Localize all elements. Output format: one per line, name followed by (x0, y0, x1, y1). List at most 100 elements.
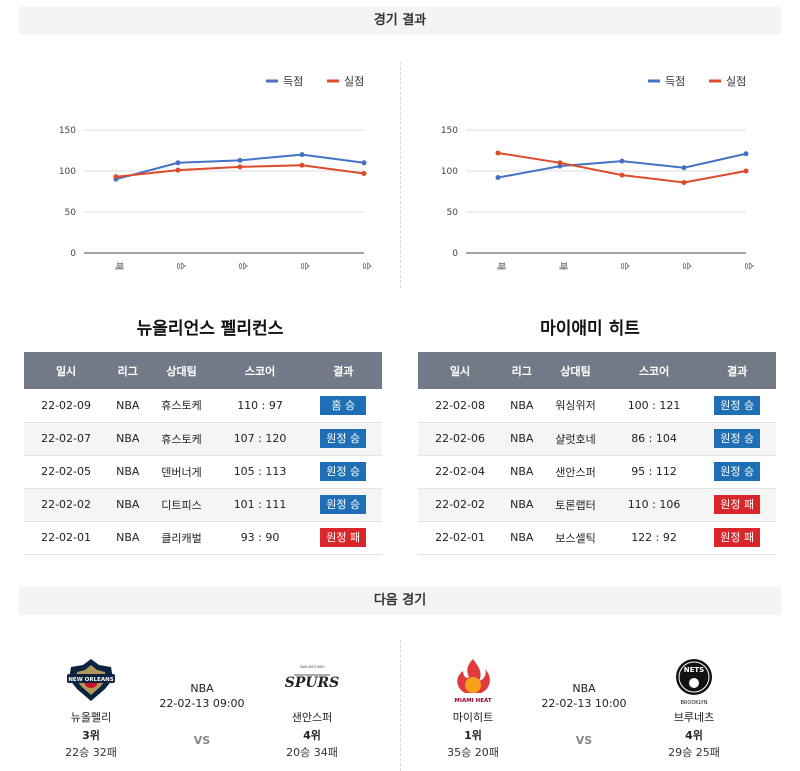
cell-league: NBA (108, 422, 148, 456)
table-header-row: 일시 리그 상대팀 스코어 결과 (418, 352, 776, 389)
data-point (495, 150, 501, 156)
result-badge: 홈 승 (320, 395, 367, 415)
data-point (361, 160, 367, 166)
match2-away-rank: 4위 (685, 729, 703, 742)
x-tick-label: 승 (237, 262, 248, 270)
cell-opponent: 휴스토케 (147, 422, 216, 456)
cell-date: 22-02-02 (418, 488, 503, 522)
cell-score: 105 : 113 (215, 455, 305, 489)
y-tick-label: 50 (447, 208, 459, 218)
result-badge: 원정 승 (714, 395, 761, 415)
y-tick-label: 100 (59, 167, 76, 177)
col-league: 리그 (108, 352, 148, 389)
match2-away-name: 브루네츠 (673, 711, 715, 724)
cell-league: NBA (502, 521, 542, 555)
pelicans-logo-icon: NEW ORLEANS (67, 659, 115, 701)
cell-opponent: 토론랩터 (541, 488, 610, 522)
table-row: 22-02-08 NBA 워싱위저 100 : 121 원정 승 (418, 389, 776, 423)
data-point (619, 172, 625, 178)
y-tick-label: 50 (65, 208, 77, 218)
match2-home-team[interactable]: MIAMI HEAT 마이히트 1위 35승 20패 (428, 655, 518, 760)
col-opponent: 상대팀 (147, 352, 216, 389)
cell-score: 110 : 97 (215, 389, 305, 423)
table-row: 22-02-02 NBA 디트피스 101 : 111 원정 승 (24, 488, 382, 522)
cell-result: 원정 승 (698, 455, 776, 489)
match-divider (400, 640, 401, 771)
data-point (175, 160, 181, 166)
result-badge: 원정 승 (320, 495, 367, 514)
cell-opponent: 클리캐벌 (147, 521, 216, 555)
data-point (113, 174, 119, 180)
cell-result: 원정 승 (304, 455, 382, 489)
svg-text:SAN ANTONIO: SAN ANTONIO (300, 665, 325, 669)
team2-title: 마이애미 히트 (540, 319, 640, 339)
data-point (495, 175, 501, 181)
match1-away-rank: 4위 (303, 729, 321, 742)
match1-home-team[interactable]: NEW ORLEANS 뉴올펠리 3위 22승 32패 (46, 655, 136, 760)
match2-time: 22-02-13 10:00 (541, 697, 627, 710)
team1-title: 뉴올리언스 펠리컨스 (136, 319, 284, 339)
y-tick-label: 150 (441, 126, 458, 136)
cell-result: 원정 패 (304, 521, 382, 555)
x-tick-label: 패 (495, 262, 506, 270)
cell-league: NBA (108, 521, 148, 555)
table-row: 22-02-02 NBA 토론랩터 110 : 106 원정 패 (418, 488, 776, 522)
x-tick-label: 승 (361, 262, 372, 270)
cell-date: 22-02-06 (418, 422, 503, 456)
match2-away-team[interactable]: NETS BROOKLYN 브루네츠 4위 29승 25패 (649, 655, 739, 760)
cell-date: 22-02-09 (24, 389, 109, 423)
table-row: 22-02-01 NBA 클리캐벌 93 : 90 원정 패 (24, 521, 382, 555)
team2-score-chart: 득점 실점 0 50 100 150 패 패 승 승 승 (416, 64, 768, 284)
match-card-1: NEW ORLEANS 뉴올펠리 3위 22승 32패 NBA 22-02-13… (32, 655, 372, 765)
cell-result: 원정 승 (304, 422, 382, 456)
cell-result: 원정 패 (698, 521, 776, 555)
legend-label: 실점 (726, 75, 746, 88)
match2-home-record: 35승 20패 (447, 746, 499, 759)
data-point (619, 158, 625, 164)
cell-date: 22-02-05 (24, 455, 109, 489)
x-tick-label: 승 (743, 262, 754, 270)
y-tick-label: 100 (441, 167, 458, 177)
cell-league: NBA (108, 455, 148, 489)
svg-text:SPURS: SPURS (285, 675, 340, 691)
col-result: 결과 (698, 352, 776, 389)
cell-score: 93 : 90 (215, 521, 305, 555)
section-header-next: 다음 경기 (19, 587, 781, 615)
data-point (175, 167, 181, 173)
match1-vs: VS (193, 734, 211, 747)
col-league: 리그 (502, 352, 542, 389)
nets-logo-icon: NETS BROOKLYN (676, 659, 712, 706)
data-point (299, 152, 305, 158)
cell-result: 원정 승 (698, 422, 776, 456)
data-point (681, 179, 687, 185)
col-opponent: 상대팀 (541, 352, 610, 389)
cell-date: 22-02-08 (418, 389, 503, 423)
cell-result: 홈 승 (304, 389, 382, 423)
table-header-row: 일시 리그 상대팀 스코어 결과 (24, 352, 382, 389)
data-point (743, 168, 749, 174)
table-row: 22-02-04 NBA 샌안스퍼 95 : 112 원정 승 (418, 455, 776, 489)
cell-score: 107 : 120 (215, 422, 305, 456)
cell-score: 110 : 106 (609, 488, 699, 522)
cell-opponent: 디트피스 (147, 488, 216, 522)
cell-opponent: 샬럿호네 (541, 422, 610, 456)
result-badge: 원정 패 (714, 528, 761, 547)
x-tick-label: 승 (619, 262, 630, 270)
y-tick-label: 0 (70, 249, 76, 259)
match1-league: NBA (190, 682, 214, 695)
team2-results-table: 일시 리그 상대팀 스코어 결과 22-02-08 NBA 워싱위저 100 : 12… (418, 352, 776, 555)
cell-score: 122 : 92 (609, 521, 699, 555)
data-point (361, 170, 367, 176)
data-point (299, 162, 305, 168)
match1-info: NBA 22-02-13 09:00 VS (142, 682, 262, 747)
match1-away-record: 20승 34패 (286, 746, 338, 759)
cell-score: 100 : 121 (609, 389, 699, 423)
cell-date: 22-02-07 (24, 422, 109, 456)
match1-home-record: 22승 32패 (65, 746, 117, 759)
team2-chart-svg: 득점 실점 0 50 100 150 패 패 승 승 승 (441, 75, 754, 270)
data-point (237, 157, 243, 163)
cell-opponent: 샌안스퍼 (541, 455, 610, 489)
match1-away-team[interactable]: SAN ANTONIO SPURS 샌안스퍼 4위 20승 34패 (267, 655, 357, 760)
series-line-conceded (497, 151, 747, 184)
cell-date: 22-02-02 (24, 488, 109, 522)
